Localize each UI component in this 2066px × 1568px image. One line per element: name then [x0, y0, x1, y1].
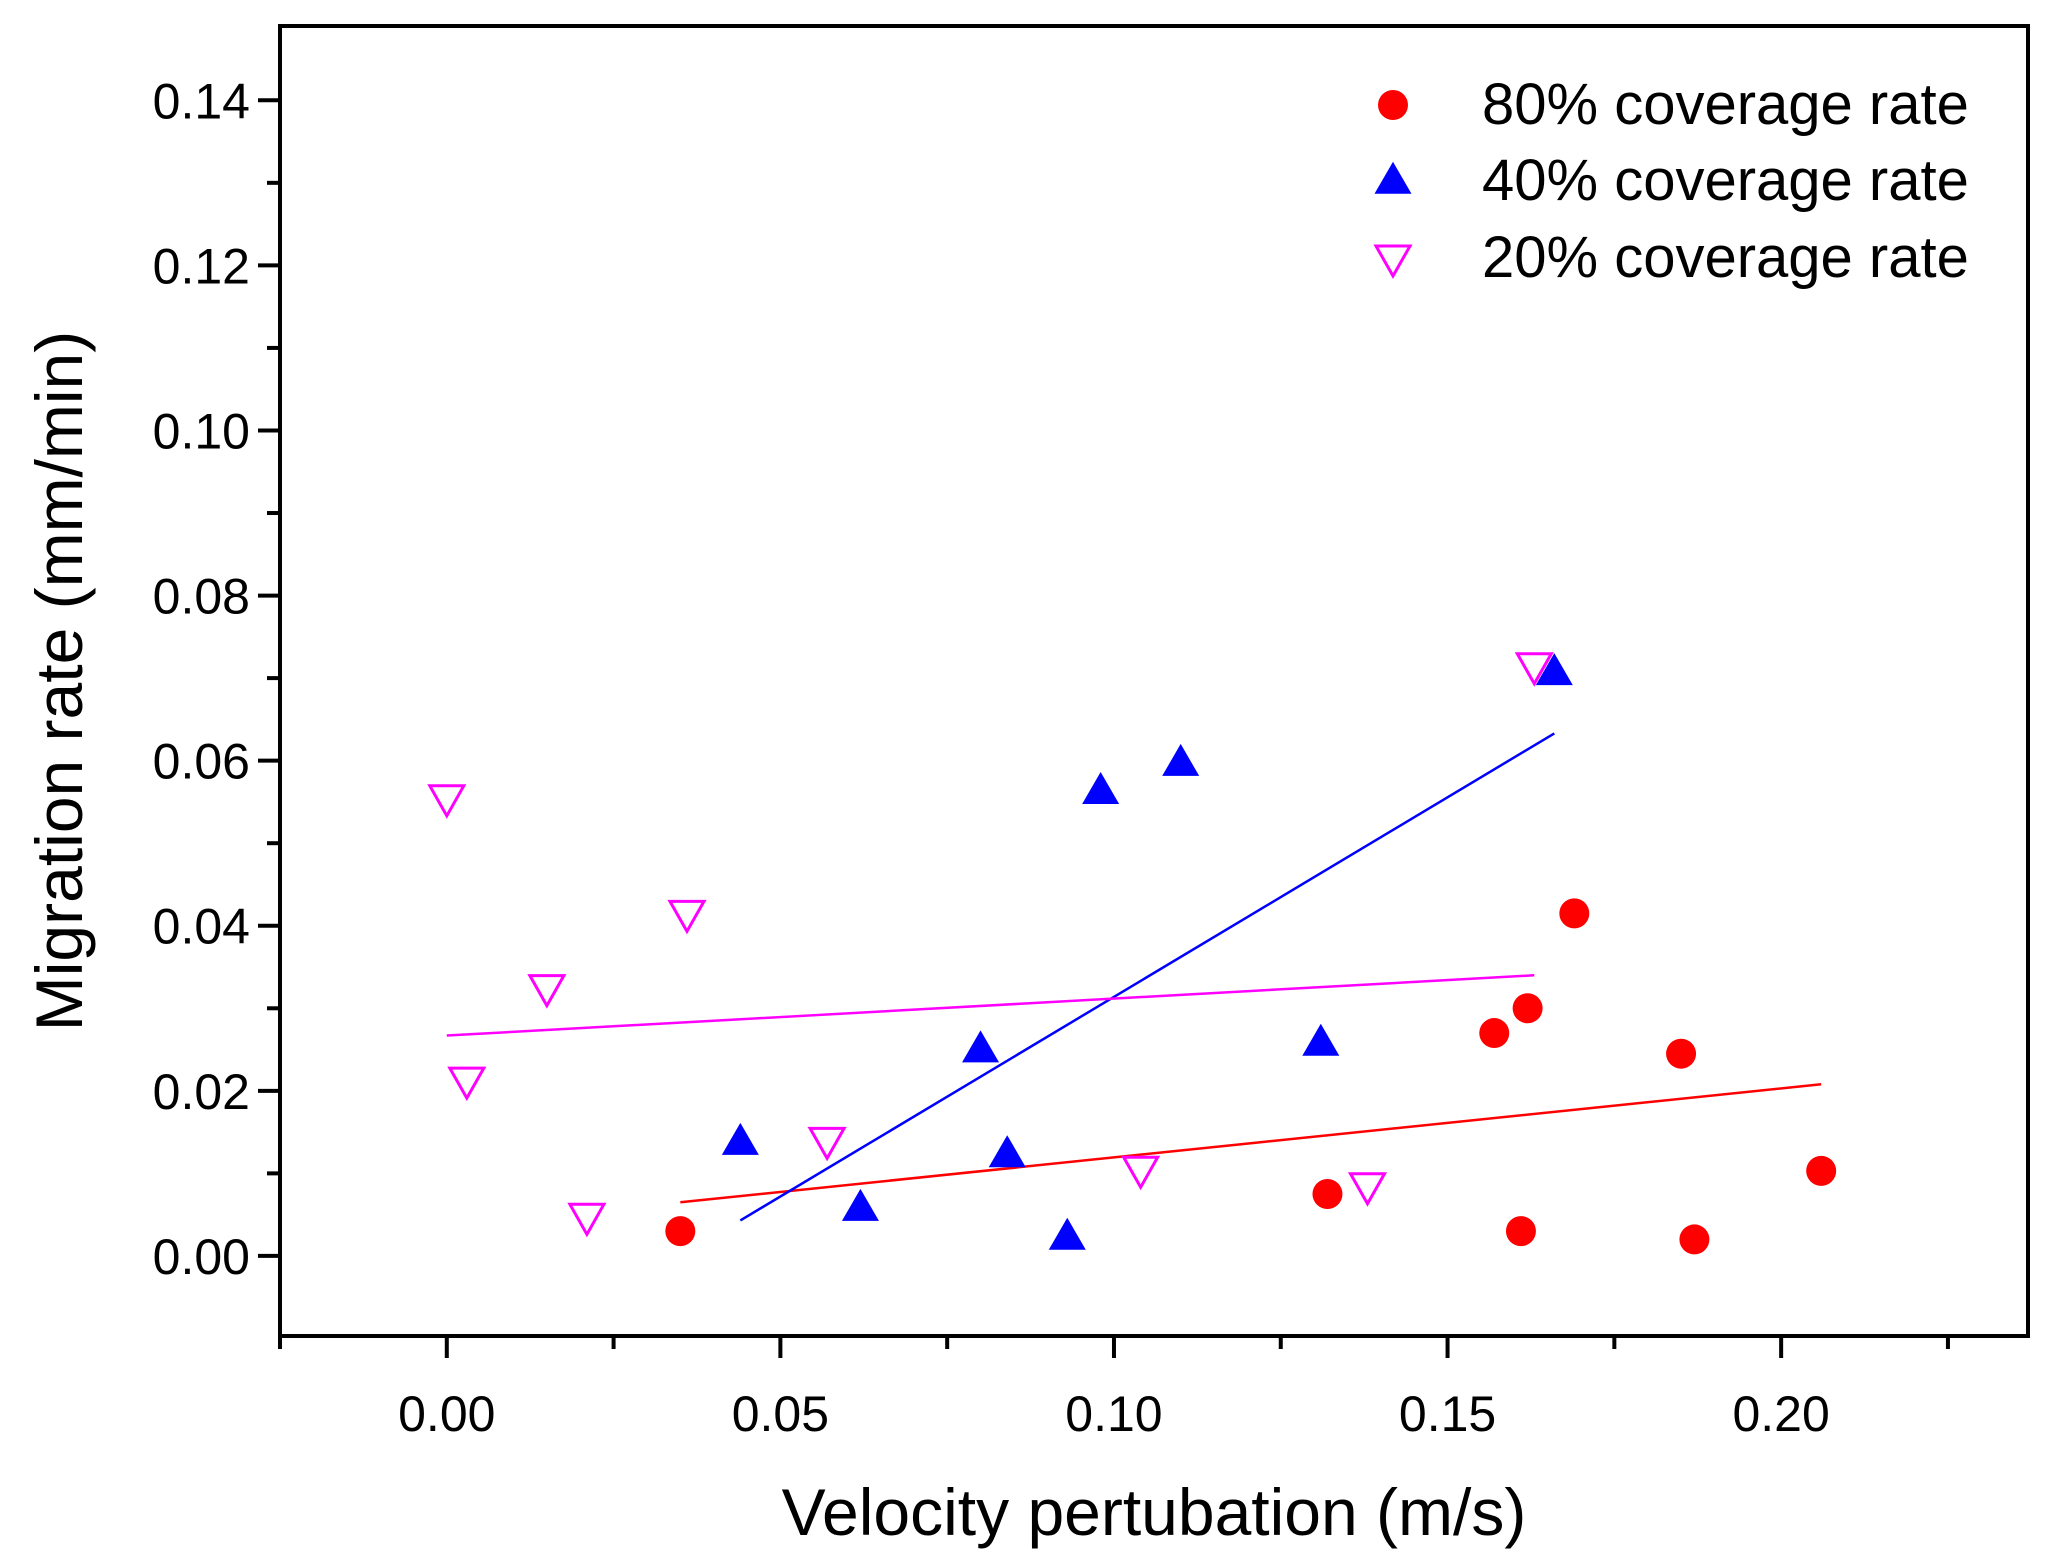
point-40: [1162, 743, 1200, 776]
point-20: [1121, 1155, 1161, 1191]
point-40: [1082, 771, 1120, 804]
legend-label-20: 20% coverage rate: [1482, 225, 1969, 290]
y-tick-label: 0.06: [153, 734, 250, 790]
point-80: [1666, 1038, 1697, 1069]
point-80: [1679, 1224, 1710, 1255]
plot-frame: [278, 24, 2030, 1338]
x-tick-label: 0.10: [1065, 1386, 1162, 1442]
legend-marker-80: [1378, 90, 1408, 120]
fit-line-80: [680, 1082, 1822, 1204]
y-tick-label: 0.12: [153, 238, 250, 294]
axis-ticks: [258, 98, 1950, 1358]
point-40: [841, 1188, 879, 1221]
fit-line-20: [446, 974, 1535, 1037]
y-tick-label: 0.10: [153, 403, 250, 459]
fit-line-40: [739, 732, 1555, 1222]
point-40: [1535, 653, 1573, 686]
data-points: [427, 652, 1837, 1255]
point-20: [447, 1066, 487, 1102]
point-80: [1505, 1216, 1536, 1247]
legend-marker-20: [1373, 244, 1413, 280]
legend-label-80: 80% coverage rate: [1482, 72, 1969, 137]
y-tick-labels: 0.00 0.02 0.04 0.06 0.08 0.10 0.12 0.14: [153, 73, 250, 1285]
legend-marker-shape-20: [1373, 244, 1413, 280]
point-80: [1559, 898, 1590, 929]
point-40: [1302, 1023, 1340, 1056]
point-20: [807, 1126, 847, 1162]
point-80: [1512, 993, 1543, 1024]
point-20: [427, 784, 467, 819]
legend: 80% coverage rate 40% coverage rate 20% …: [1373, 72, 1969, 290]
point-80: [1312, 1179, 1343, 1210]
y-axis-title: Migration rate (mm/min): [22, 331, 96, 1031]
point-20: [567, 1202, 607, 1238]
point-20: [1347, 1172, 1388, 1207]
point-20: [667, 899, 707, 935]
legend-label-40: 40% coverage rate: [1482, 148, 1969, 213]
legend-marker-shape-80: [1378, 90, 1408, 120]
fit-lines: [446, 732, 1822, 1222]
x-axis-title: Velocity pertubation (m/s): [782, 1475, 1527, 1549]
y-tick-label: 0.08: [153, 569, 250, 625]
y-tick-label: 0.02: [153, 1064, 250, 1120]
point-40: [1048, 1217, 1086, 1250]
point-20: [1514, 652, 1554, 687]
point-40: [721, 1122, 759, 1155]
point-80: [1806, 1155, 1837, 1186]
legend-marker-40: [1374, 161, 1412, 194]
x-tick-label: 0.15: [1399, 1386, 1496, 1442]
point-20: [527, 974, 567, 1009]
x-tick-label: 0.20: [1732, 1386, 1829, 1442]
y-tick-label: 0.00: [153, 1229, 250, 1285]
point-40: [988, 1135, 1026, 1168]
x-tick-label: 0.00: [398, 1386, 495, 1442]
point-40: [962, 1030, 1000, 1063]
legend-marker-shape-40: [1374, 161, 1412, 194]
y-tick-label: 0.04: [153, 899, 250, 955]
x-tick-labels: 0.00 0.05 0.10 0.15 0.20: [398, 1386, 1830, 1442]
point-80: [665, 1216, 696, 1247]
x-tick-label: 0.05: [732, 1386, 829, 1442]
point-80: [1479, 1018, 1510, 1049]
y-tick-label: 0.14: [153, 73, 250, 129]
